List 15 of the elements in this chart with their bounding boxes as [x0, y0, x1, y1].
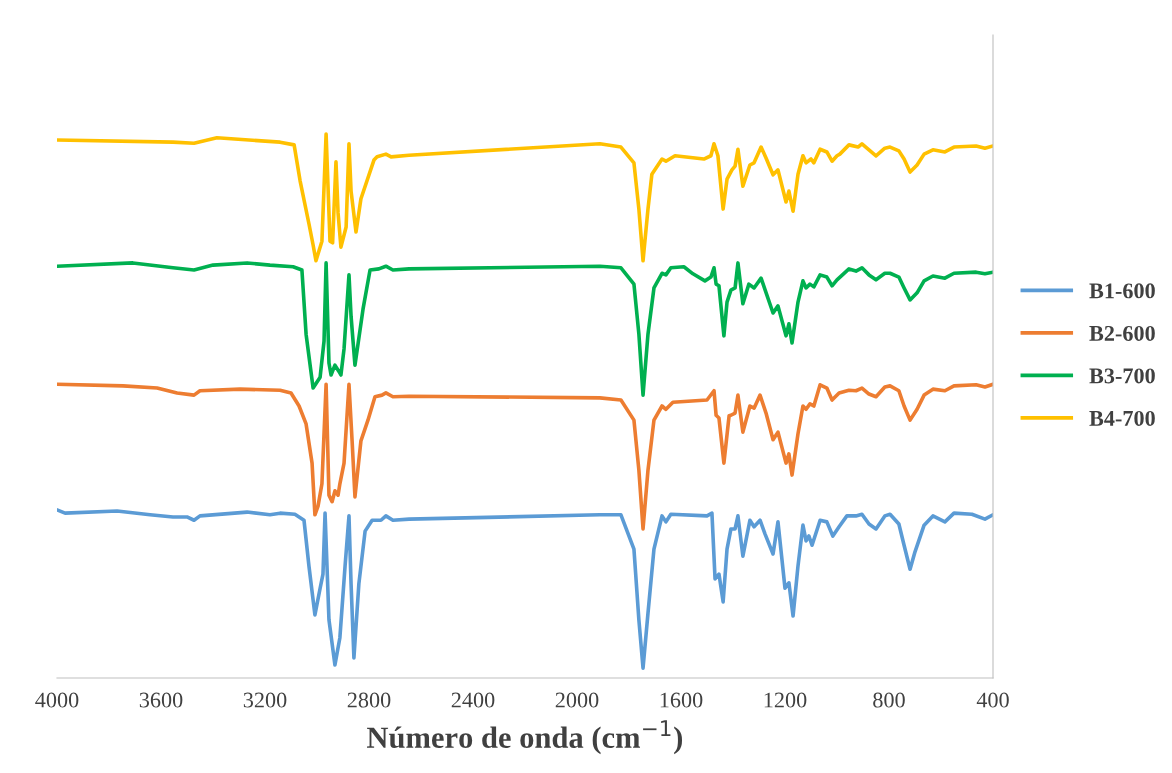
- x-tick-label: 3600: [139, 692, 183, 708]
- x-tick-label: 1600: [660, 692, 703, 708]
- legend-label: B4-700: [1089, 410, 1155, 426]
- x-tick-label: 2400: [451, 692, 495, 708]
- x-tick-label: 4000: [35, 692, 79, 708]
- x-tick-label: 400: [976, 692, 1009, 708]
- x-axis-title: Número de onda (cm$^{−1}$): [367, 720, 683, 755]
- legend-label: B2-600: [1089, 325, 1155, 341]
- legend-label: B3-700: [1089, 368, 1155, 384]
- legend-label: B1-600: [1089, 283, 1155, 299]
- x-tick-label: 2800: [347, 692, 391, 708]
- x-tick-label: 3200: [243, 692, 287, 708]
- x-tick-label: 800: [873, 692, 905, 708]
- x-tick-label: 2000: [555, 692, 599, 708]
- x-tick-label: 1200: [764, 692, 807, 708]
